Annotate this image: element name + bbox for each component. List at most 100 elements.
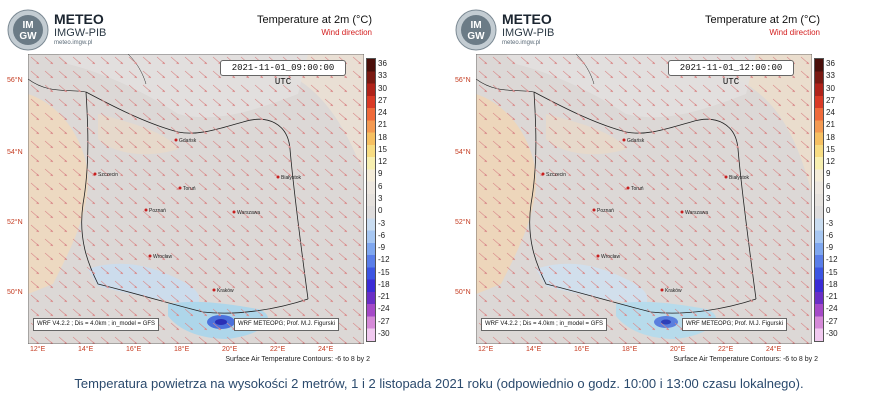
city-poznan: Poznań [592,208,614,214]
colorbar-label: -9 [378,243,386,253]
colorbar-label: 33 [826,71,835,81]
colorbar-label: 3 [826,194,831,203]
colorbar-label: 12 [378,157,387,167]
city-bialystok: Białystok [276,175,302,181]
lat-label-56: 56°N [7,77,23,84]
lat-label-56: 56°N [455,77,471,84]
colorbar-label: 0 [826,206,831,216]
lon-label-22: 22°E [718,346,734,353]
lon-label-14: 14°E [78,346,94,353]
city-szczecin: Szczecin [93,172,118,178]
city-gdansk: Gdańsk [622,138,645,144]
colorbar-label: 0 [378,206,383,216]
colorbar-label: -15 [378,267,390,277]
svg-text:Gdańsk: Gdańsk [179,138,197,144]
colorbar-label: 30 [826,83,835,93]
colorbar-label: -3 [826,218,834,228]
colorbar-label: -6 [826,230,834,240]
svg-text:Kraków: Kraków [217,288,234,294]
forecast-panel-right: IM GW METEO IMGW-PIB meteo.imgw.pl Tempe… [452,0,872,368]
colorbar-label: -30 [378,328,390,338]
colorbar-label: 12 [826,157,835,167]
colorbar-label: 21 [826,120,835,130]
city-szczecin: Szczecin [541,172,566,178]
svg-text:Toruń: Toruń [183,186,196,192]
colorbar-label: 18 [378,132,387,142]
svg-text:Wrocław: Wrocław [601,254,620,260]
colorbar-label: -9 [826,243,834,253]
brand-org: IMGW-PIB [502,27,555,40]
svg-text:Poznań: Poznań [597,208,614,214]
map-title-sub: Wind direction [769,28,820,37]
colorbar-label: 15 [826,144,835,154]
colorbar-label: 9 [826,169,831,179]
city-torun: Toruń [178,186,196,192]
colorbar-label: -18 [378,279,390,289]
city-bialystok: Białystok [724,175,750,181]
lon-label-16: 16°E [574,346,590,353]
lat-label-50: 50°N [455,289,471,296]
brand-url[interactable]: meteo.imgw.pl [54,40,93,47]
temperature-map: Gdańsk Szczecin Toruń Białystok Poznań W… [28,54,364,344]
city-krakow: Kraków [660,288,682,294]
city-poznan: Poznań [144,208,166,214]
colorbar-label: -18 [826,279,838,289]
wind-arrows [28,54,364,344]
colorbar-label: 9 [378,169,383,179]
author-info-box: WRF METEOPG; Prof. M.J. Figurski [234,318,340,331]
colorbar-label: -12 [378,255,390,265]
colorbar-label: -15 [826,267,838,277]
map-title-main: Temperature at 2m (°C) [256,14,372,26]
colorbar-label: 33 [378,71,387,81]
city-krakow: Kraków [212,288,234,294]
colorbar-label: 24 [826,108,835,118]
svg-text:Toruń: Toruń [631,186,644,192]
lat-label-52: 52°N [455,219,471,226]
temperature-colorbar [366,58,376,342]
imgw-logo: IM GW [455,9,497,51]
svg-text:Szczecin: Szczecin [546,172,566,178]
colorbar-label: -6 [378,230,386,240]
city-warszawa: Warszawa [680,210,708,216]
colorbar-label: -27 [826,316,838,326]
colorbar-label: 15 [378,144,387,154]
lat-label-50: 50°N [7,289,23,296]
brand-block: METEO IMGW-PIB meteo.imgw.pl [54,11,107,47]
logo-text-top: IM [470,20,481,31]
colorbar-label: -30 [826,328,838,338]
colorbar-label: -27 [378,316,390,326]
map-title-sub: Wind direction [321,28,372,37]
temperature-colorbar [814,58,824,342]
colorbar-label: 3 [378,194,383,203]
colorbar-label: -24 [826,304,838,314]
svg-text:Wrocław: Wrocław [153,254,172,260]
logo-text-bottom: GW [467,31,485,42]
lon-label-24: 24°E [318,346,334,353]
timestamp-label: 2021-11-01_12:00:00 UTC [668,60,794,87]
svg-text:Warszawa: Warszawa [237,210,260,216]
svg-text:Szczecin: Szczecin [98,172,118,178]
logo-text-top: IM [22,20,33,31]
colorbar-label: 18 [826,132,835,142]
colorbar-label: 6 [826,181,831,191]
city-warszawa: Warszawa [232,210,260,216]
brand-org: IMGW-PIB [54,27,107,40]
lon-label-18: 18°E [174,346,190,353]
lon-label-18: 18°E [622,346,638,353]
colorbar-label: 27 [378,95,387,105]
city-wroclaw: Wrocław [596,254,620,260]
brand-name: METEO [502,11,552,27]
lon-label-12: 12°E [478,346,494,353]
svg-text:Kraków: Kraków [665,288,682,294]
city-wroclaw: Wrocław [148,254,172,260]
colorbar-label: 21 [378,120,387,130]
lat-label-54: 54°N [7,149,23,156]
brand-block: METEO IMGW-PIB meteo.imgw.pl [502,11,555,47]
model-info-box: WRF V4.2.2 ; Dis = 4.0km ; in_model = GF… [33,318,160,331]
svg-text:Warszawa: Warszawa [685,210,708,216]
lat-label-52: 52°N [7,219,23,226]
svg-text:Białystok: Białystok [729,175,750,181]
brand-url[interactable]: meteo.imgw.pl [502,40,541,47]
colorbar-label: -3 [378,218,386,228]
city-torun: Toruń [626,186,644,192]
